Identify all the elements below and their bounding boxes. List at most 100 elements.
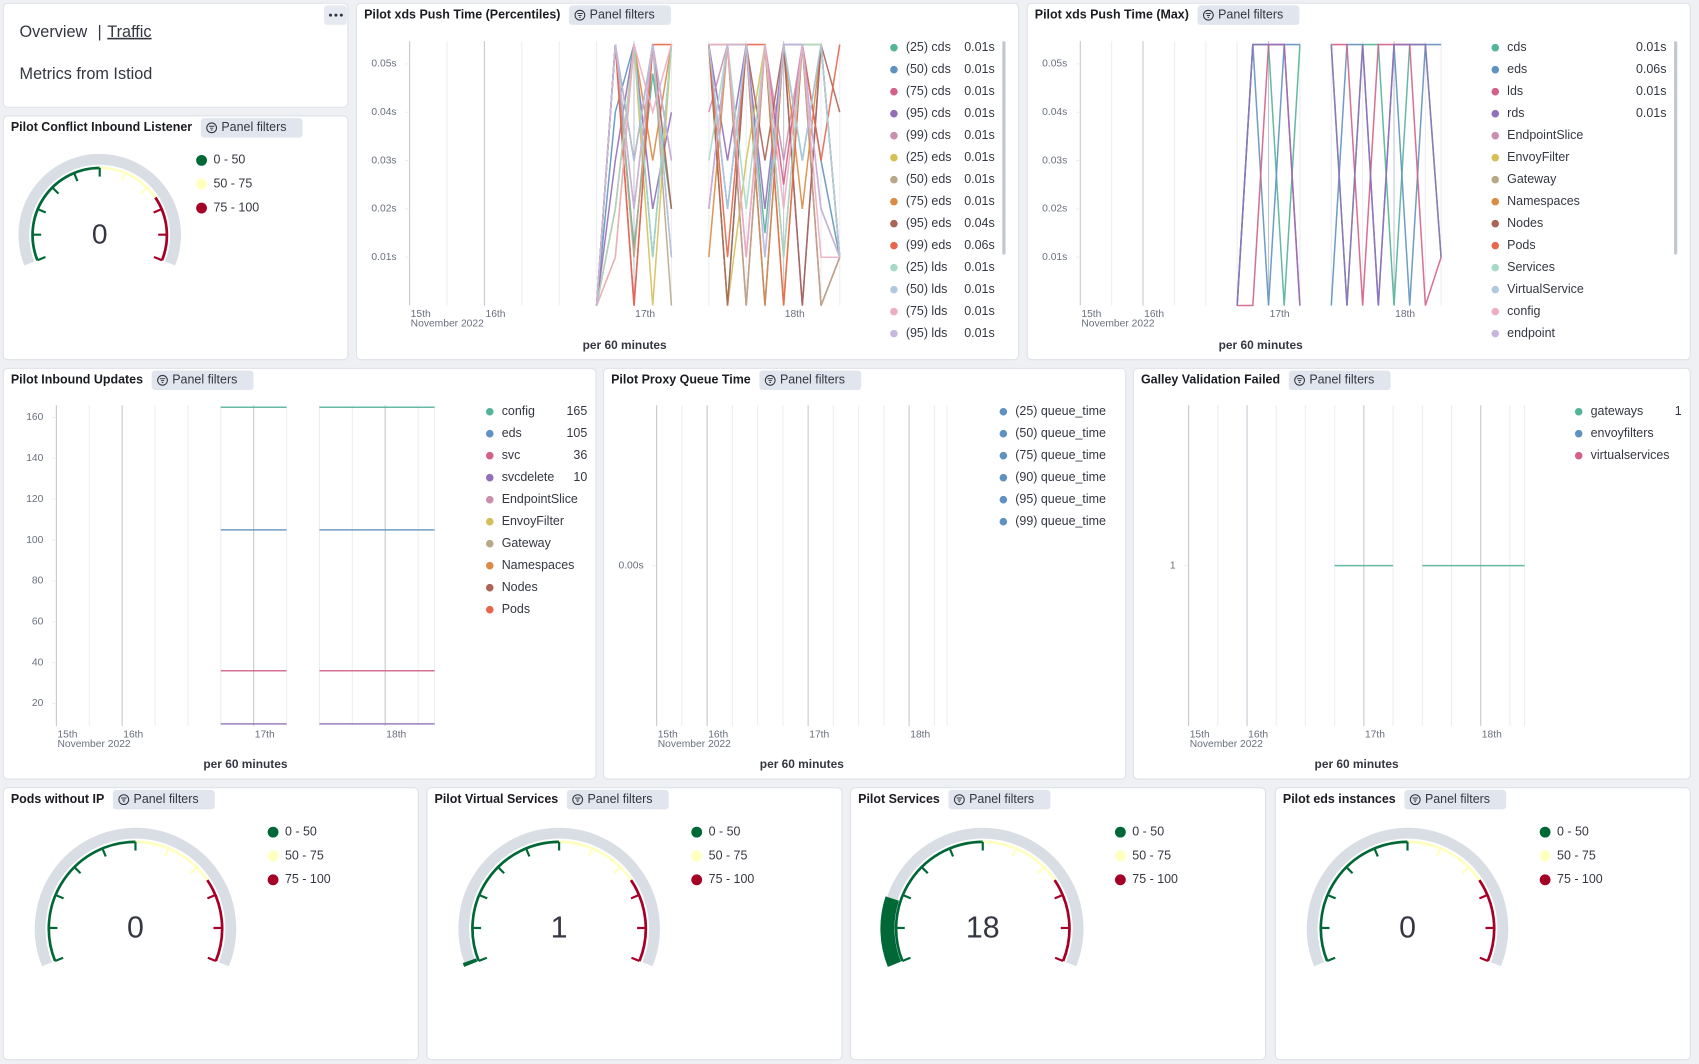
x-sublabel: November 2022 (411, 319, 484, 330)
legend-dot (1491, 65, 1500, 74)
filter-icon (118, 794, 130, 806)
gauge-tick (54, 956, 64, 963)
filter-icon (206, 122, 218, 134)
panel-filters-button[interactable]: Panel filters (151, 370, 254, 391)
gauge-tick (478, 893, 488, 900)
panel-filters-button[interactable]: Panel filters (948, 789, 1051, 810)
legend-label: virtualservices (1591, 448, 1670, 462)
legend-dot (485, 517, 494, 526)
gauge-tick (140, 186, 148, 195)
gauge-tick (613, 866, 621, 874)
legend-dot (1491, 263, 1500, 272)
legend-scrollbar (1002, 41, 1006, 255)
filter-icon (574, 9, 586, 21)
gauge-band (154, 196, 169, 261)
panel-filters-button[interactable]: Panel filters (569, 5, 671, 25)
y-tick-label: 80 (32, 576, 44, 587)
panel-filters-button[interactable]: Panel filters (112, 789, 215, 810)
x-sublabel: November 2022 (1081, 319, 1154, 330)
panel-filters-button[interactable]: Panel filters (1197, 5, 1300, 25)
x-tick-label: 18th (910, 729, 930, 740)
filter-icon-lines (121, 797, 127, 803)
panel (1026, 2, 1691, 361)
legend-value: 0.01s (964, 128, 994, 142)
panel-filters-button[interactable]: Panel filters (200, 118, 303, 138)
filter-icon (1202, 9, 1214, 21)
series-line (1236, 43, 1442, 306)
filter-icon-lines (956, 797, 963, 803)
filter-icon-lines (1205, 13, 1212, 18)
filter-icon (1294, 374, 1305, 386)
legend-label: lds (1507, 84, 1523, 98)
legend-label: Nodes (502, 580, 538, 594)
legend-value: 0.06s (1636, 62, 1666, 76)
legend-value: 0.01s (1636, 40, 1666, 54)
x-tick-label: 15th (411, 309, 431, 320)
panel-filters-button[interactable]: Panel filters (759, 370, 862, 391)
button-bg (1288, 370, 1391, 391)
legend-dot (1491, 87, 1500, 96)
legend-value: 10 (573, 470, 587, 484)
legend-label: config (502, 404, 535, 418)
button-bg (569, 5, 671, 25)
legend-value: 36 (573, 448, 587, 462)
legend-label: (75) lds (906, 304, 948, 318)
button-label: Panel filters (172, 373, 237, 387)
filter-icon-lines (1412, 797, 1418, 803)
legend-dot (267, 874, 279, 886)
gauge-tick (920, 866, 929, 874)
x-tick-label: 17th (635, 309, 655, 320)
x-tick-label: 16th (1248, 729, 1268, 740)
legend-dot (890, 87, 898, 96)
legend-label: Gateway (502, 536, 552, 550)
legend-label: Namespaces (1507, 194, 1580, 208)
gauge-tick (153, 208, 163, 214)
x-tick-label: 16th (1144, 309, 1164, 320)
x-sublabel: November 2022 (658, 739, 731, 750)
x-axis-title: per 60 minutes (1219, 338, 1303, 352)
panel-filters-button[interactable]: Panel filters (1404, 789, 1507, 810)
y-tick-label: 1 (1170, 560, 1176, 571)
y-tick-label: 100 (26, 535, 43, 546)
legend-dot (691, 850, 703, 862)
x-tick-label: 16th (123, 729, 143, 740)
y-tick-label: 40 (32, 657, 44, 668)
panel-filters-button[interactable]: Panel filters (566, 789, 669, 810)
legend-value: 0.01s (964, 62, 994, 76)
legend-label: Services (1507, 260, 1555, 274)
gauge-band (559, 840, 633, 881)
legend-dot (196, 178, 207, 190)
button-bg (151, 370, 254, 391)
legend-label: (50) queue_time (1015, 426, 1106, 440)
legend-value: 0.01s (964, 326, 994, 340)
y-tick-label: 140 (26, 453, 43, 464)
legend-dot (999, 407, 1008, 416)
gauge-band (1319, 840, 1408, 962)
gauge-tick (37, 208, 47, 214)
panel-title: Pilot Services (858, 792, 940, 806)
panel-filters-button[interactable]: Panel filters (1288, 370, 1391, 391)
gauge-track (1306, 827, 1509, 967)
panel-menu-button[interactable] (324, 5, 347, 25)
gauge-tick (901, 956, 911, 963)
traffic-link[interactable]: Traffic (107, 23, 151, 41)
button-label: Panel filters (590, 7, 655, 21)
panel-title: Pilot Inbound Updates (11, 373, 143, 387)
x-tick-label: 15th (1190, 729, 1210, 740)
panel (850, 787, 1267, 1061)
legend-dot (485, 473, 494, 482)
legend-dot (1491, 285, 1500, 294)
legend-label: 75 - 100 (1132, 872, 1178, 886)
gauge-tick (631, 956, 640, 963)
panel-title: Pilot Virtual Services (435, 792, 559, 806)
legend-value: 0.01s (964, 172, 994, 186)
gauge-value: 0 (127, 912, 144, 945)
gauge-track (458, 827, 660, 967)
gauge-tick (525, 848, 531, 857)
legend-value: 0.01s (964, 282, 994, 296)
legend-label: gateways (1591, 404, 1644, 418)
legend-value: 0.04s (964, 216, 994, 230)
legend-dot (1491, 307, 1500, 316)
y-tick-label: 0.04s (371, 107, 396, 118)
gauge-track (18, 153, 181, 266)
